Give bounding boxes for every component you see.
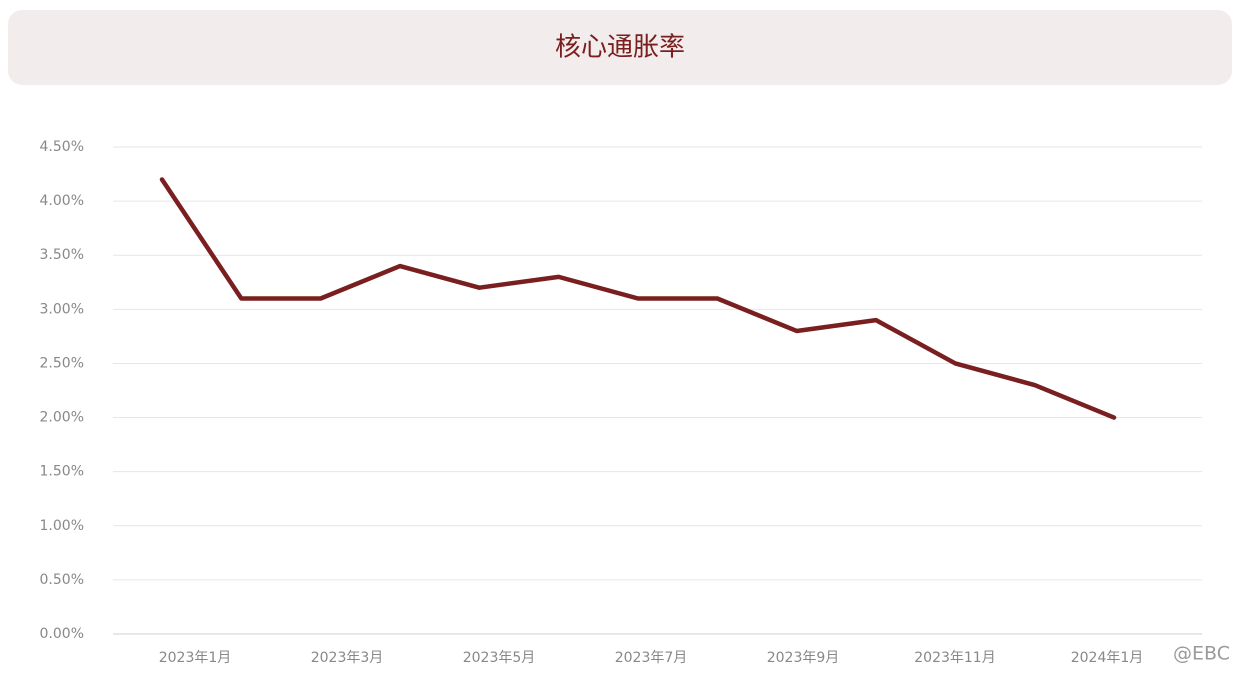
- x-tick-label: 2023年9月: [767, 650, 840, 666]
- x-tick-label: 2023年7月: [615, 650, 688, 666]
- x-tick-label: 2023年11月: [914, 650, 995, 666]
- y-tick-label: 1.50%: [40, 464, 84, 480]
- y-tick-label: 0.50%: [40, 572, 84, 588]
- y-tick-label: 4.00%: [40, 193, 84, 209]
- y-tick-label: 2.00%: [40, 410, 84, 426]
- y-tick-label: 2.50%: [40, 355, 84, 371]
- chart-title: 核心通胀率: [555, 33, 685, 63]
- y-tick-label: 1.00%: [40, 518, 84, 534]
- x-tick-label: 2024年1月: [1071, 650, 1144, 666]
- line-series: [159, 177, 1117, 420]
- x-tick-label: 2023年3月: [311, 650, 384, 666]
- watermark: @EBC: [1173, 643, 1230, 665]
- x-tick-label: 2023年5月: [463, 650, 536, 666]
- y-tick-label: 0.00%: [40, 626, 84, 642]
- y-tick-label: 4.50%: [40, 139, 84, 155]
- y-tick-label: 3.50%: [40, 247, 84, 263]
- title-box: [8, 10, 1232, 85]
- y-tick-label: 3.00%: [40, 301, 84, 317]
- x-tick-label: 2023年1月: [159, 650, 232, 666]
